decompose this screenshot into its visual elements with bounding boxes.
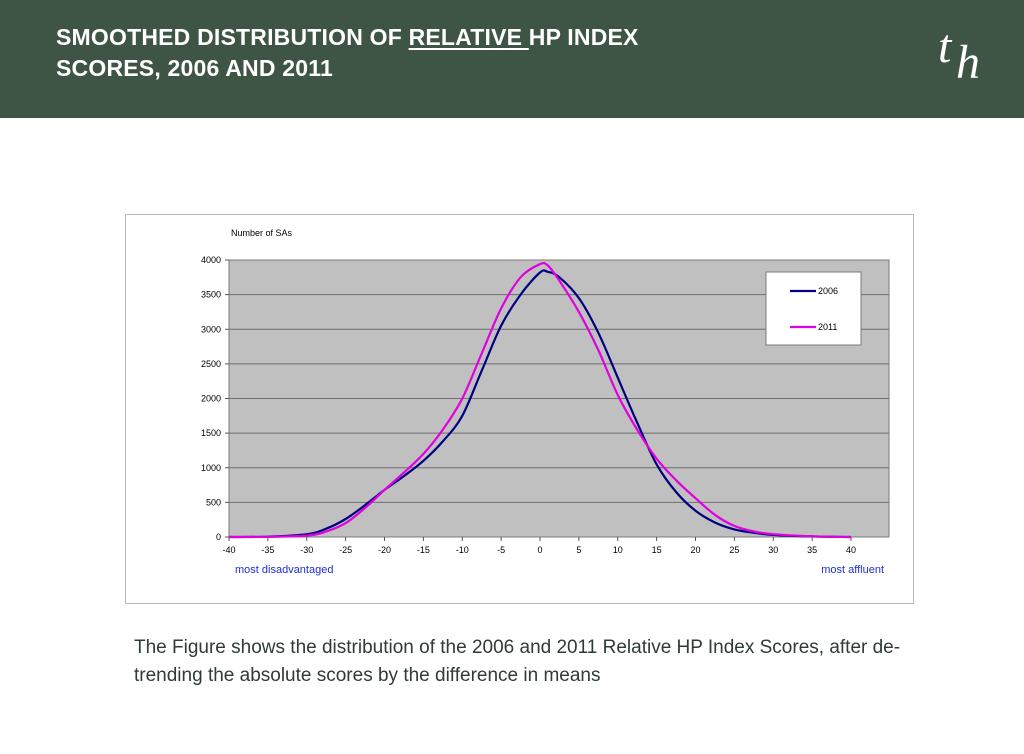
x-tick-label: -15 xyxy=(417,545,430,555)
th-logo: t h xyxy=(938,22,998,92)
page-title: SMOOTHED DISTRIBUTION OF RELATIVE HP IND… xyxy=(56,22,816,84)
x-tick-label: -5 xyxy=(497,545,505,555)
x-tick-label: 10 xyxy=(613,545,623,555)
x-tick-label: 25 xyxy=(729,545,739,555)
y-axis-label: Number of SAs xyxy=(231,228,293,238)
x-tick-label: 15 xyxy=(652,545,662,555)
y-tick-label: 4000 xyxy=(201,255,221,265)
title-part-2: HP INDEX xyxy=(528,24,639,50)
chart-frame: Number of SAs 0 500 1000 1500 2000 2500 3000 35… xyxy=(125,214,914,604)
x-tick-label: -30 xyxy=(300,545,313,555)
legend-label-2006: 2006 xyxy=(818,286,838,296)
x-tick-label: -40 xyxy=(222,545,235,555)
annotation-most-affluent: most affluent xyxy=(821,564,884,576)
x-tick-label: -20 xyxy=(378,545,391,555)
distribution-chart: Number of SAs 0 500 1000 1500 2000 2500 3000 35… xyxy=(201,228,890,576)
x-tick-label: 30 xyxy=(768,545,778,555)
x-tick-label: -25 xyxy=(339,545,352,555)
y-tick-label: 2000 xyxy=(201,394,221,404)
title-underlined-word: RELATIVE xyxy=(408,24,529,50)
title-line-2: SCORES, 2006 AND 2011 xyxy=(56,55,333,81)
x-tick-label: -10 xyxy=(456,545,469,555)
y-tick-label: 500 xyxy=(206,497,221,507)
series-lines xyxy=(228,261,852,539)
y-tick-label: 0 xyxy=(216,532,221,542)
x-tick-label: 35 xyxy=(807,545,817,555)
x-tick-label: 20 xyxy=(690,545,700,555)
y-tick-labels: 0 500 1000 1500 2000 2500 3000 3500 4000 xyxy=(201,255,221,542)
x-tick-label: -35 xyxy=(261,545,274,555)
y-tick-label: 2500 xyxy=(201,359,221,369)
x-tick-labels: -40 -35 -30 -25 -20 -15 -10 -5 0 5 10 15 20 25 30 35 40 xyxy=(222,545,856,555)
x-tick-label: 40 xyxy=(846,545,856,555)
y-tick-label: 3000 xyxy=(201,324,221,334)
y-tick-label: 1500 xyxy=(201,428,221,438)
logo-letter-h: h xyxy=(956,36,980,89)
figure-caption: The Figure shows the distribution of the… xyxy=(134,637,901,686)
legend-box xyxy=(765,271,862,346)
x-tick-label: 5 xyxy=(576,545,581,555)
title-part-1: SMOOTHED DISTRIBUTION OF xyxy=(56,24,409,50)
y-tick-label: 1000 xyxy=(201,463,221,473)
legend-label-2011: 2011 xyxy=(818,322,837,332)
legend: 2006 2011 xyxy=(765,271,862,346)
logo-letter-t: t xyxy=(938,20,952,73)
header-banner: SMOOTHED DISTRIBUTION OF RELATIVE HP IND… xyxy=(0,0,1024,118)
annotation-most-disadvantaged: most disadvantaged xyxy=(235,564,333,576)
y-tick-label: 3500 xyxy=(201,290,221,300)
series-line-2006 xyxy=(228,269,852,539)
series-line-2011 xyxy=(228,261,852,539)
x-tick-label: 0 xyxy=(537,545,542,555)
